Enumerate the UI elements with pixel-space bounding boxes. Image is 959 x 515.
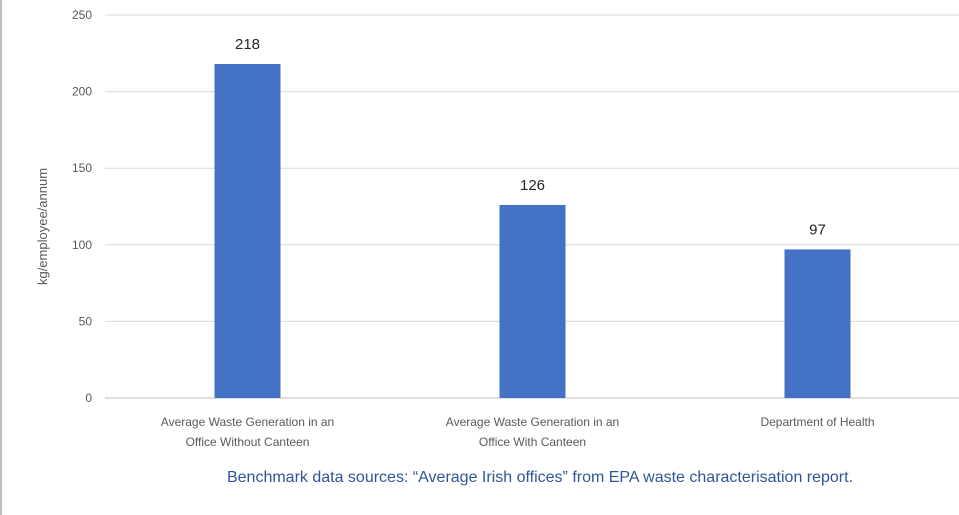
left-border (0, 0, 2, 515)
y-tick-label: 200 (72, 85, 92, 99)
x-tick-label: Office With Canteen (479, 435, 586, 449)
y-tick-label: 250 (72, 8, 92, 22)
data-label: 126 (520, 177, 545, 194)
x-tick-label: Office Without Canteen (186, 435, 310, 449)
y-tick-label: 0 (85, 391, 92, 405)
data-label: 218 (235, 36, 260, 53)
x-tick-label: Average Waste Generation in an (161, 415, 334, 429)
bar (784, 249, 851, 398)
x-tick-label: Department of Health (760, 415, 874, 429)
y-tick-label: 50 (79, 314, 93, 328)
bar (214, 64, 281, 399)
bar (499, 204, 566, 398)
y-tick-label: 100 (72, 238, 92, 252)
data-label: 97 (809, 221, 826, 238)
y-axis-label: kg/employee/annum (35, 168, 50, 285)
chart-caption: Benchmark data sources: “Average Irish o… (226, 469, 854, 486)
y-tick-label: 150 (72, 161, 92, 175)
x-tick-label: Average Waste Generation in an (446, 415, 619, 429)
